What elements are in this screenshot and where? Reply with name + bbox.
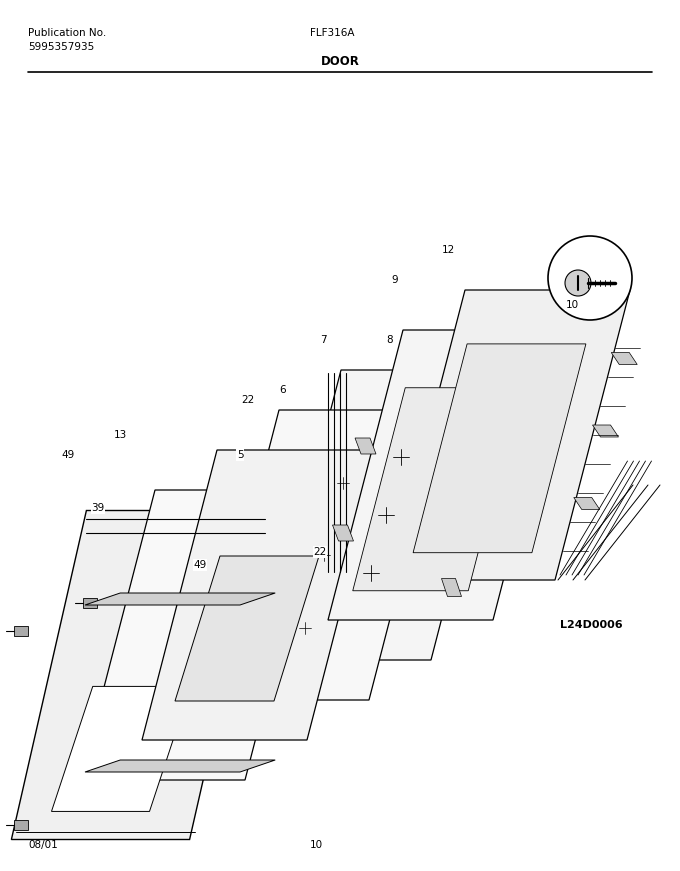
Polygon shape xyxy=(85,593,275,605)
Polygon shape xyxy=(328,330,568,620)
Polygon shape xyxy=(83,598,97,608)
Polygon shape xyxy=(413,344,586,553)
Polygon shape xyxy=(52,686,191,812)
Text: 5995357935: 5995357935 xyxy=(28,42,95,52)
Polygon shape xyxy=(142,450,382,740)
Polygon shape xyxy=(355,438,376,454)
Polygon shape xyxy=(479,434,499,451)
Polygon shape xyxy=(80,490,320,780)
Text: 10: 10 xyxy=(310,840,323,850)
Polygon shape xyxy=(574,497,600,510)
Text: 7: 7 xyxy=(320,335,326,345)
Circle shape xyxy=(565,270,591,296)
Text: 22: 22 xyxy=(313,547,326,557)
Text: 10: 10 xyxy=(566,300,579,310)
Polygon shape xyxy=(333,525,354,541)
Polygon shape xyxy=(592,425,619,437)
Text: DOOR: DOOR xyxy=(320,55,360,68)
Text: Publication No.: Publication No. xyxy=(28,28,106,38)
Polygon shape xyxy=(12,510,265,840)
Text: 39: 39 xyxy=(91,503,105,513)
Text: 08/01: 08/01 xyxy=(28,840,58,850)
Text: 22: 22 xyxy=(241,395,254,405)
Polygon shape xyxy=(611,353,637,364)
Text: 6: 6 xyxy=(279,385,286,395)
Polygon shape xyxy=(175,556,319,701)
Text: FLF316A: FLF316A xyxy=(310,28,354,38)
Text: 49: 49 xyxy=(61,450,75,460)
Text: 8: 8 xyxy=(387,335,393,345)
Polygon shape xyxy=(441,578,462,597)
Polygon shape xyxy=(266,370,506,660)
Polygon shape xyxy=(85,760,275,772)
Text: 49: 49 xyxy=(193,560,207,570)
Polygon shape xyxy=(204,410,444,700)
Text: L24D0006: L24D0006 xyxy=(560,620,623,630)
Text: 5: 5 xyxy=(237,450,243,460)
Text: 9: 9 xyxy=(392,275,398,285)
Polygon shape xyxy=(460,506,480,524)
Circle shape xyxy=(548,236,632,320)
Polygon shape xyxy=(14,625,29,636)
Polygon shape xyxy=(14,820,29,829)
Text: 12: 12 xyxy=(441,245,455,255)
Polygon shape xyxy=(353,388,521,591)
Text: 13: 13 xyxy=(114,430,126,440)
Polygon shape xyxy=(390,290,630,580)
